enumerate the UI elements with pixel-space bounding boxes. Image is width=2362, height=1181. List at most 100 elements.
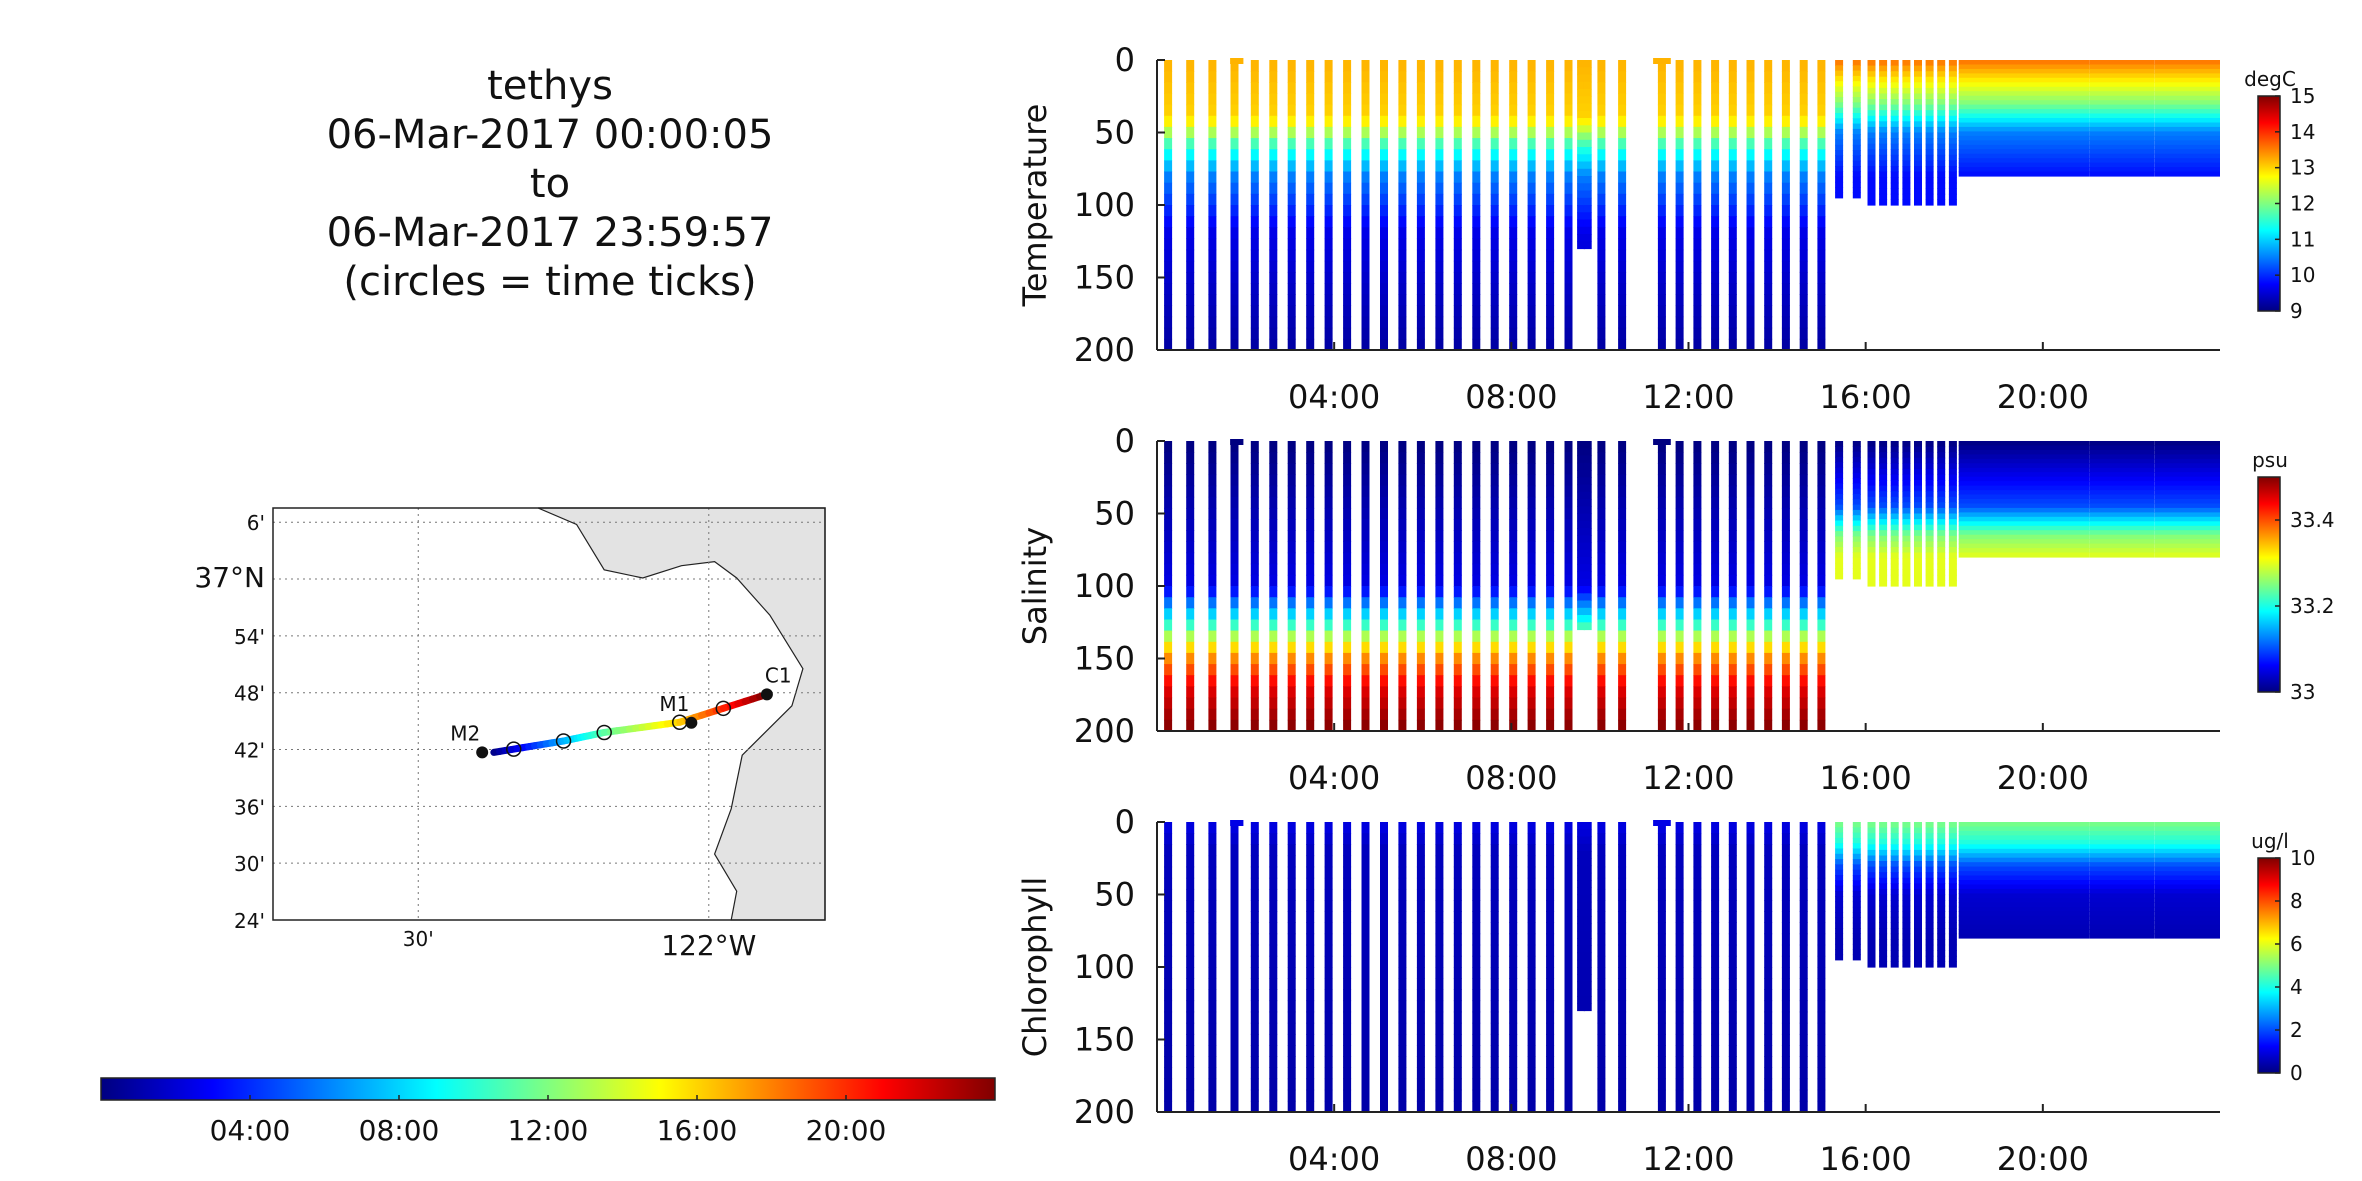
lat-tick-label: 30' bbox=[234, 852, 265, 876]
data-point bbox=[1781, 541, 1790, 554]
data-point bbox=[1398, 989, 1407, 1002]
data-point bbox=[1817, 530, 1826, 542]
data-point bbox=[1416, 474, 1425, 487]
data-point bbox=[1564, 205, 1573, 217]
data-point bbox=[1925, 580, 1934, 587]
data-point bbox=[1764, 530, 1773, 542]
data-point bbox=[1657, 866, 1666, 879]
data-point bbox=[1324, 833, 1333, 845]
data-point bbox=[1416, 844, 1425, 857]
data-point bbox=[1527, 888, 1536, 901]
data-point bbox=[1618, 574, 1627, 587]
data-point bbox=[1675, 552, 1684, 565]
data-point bbox=[1925, 838, 1934, 845]
data-point bbox=[1577, 110, 1586, 119]
data-point bbox=[1546, 71, 1555, 83]
data-point bbox=[1817, 249, 1826, 262]
data-point bbox=[1958, 848, 2024, 854]
data-point bbox=[1287, 1078, 1296, 1091]
data-point bbox=[1343, 833, 1352, 845]
data-point bbox=[1509, 608, 1518, 621]
data-point bbox=[1230, 630, 1239, 643]
data-point bbox=[1852, 187, 1861, 194]
data-point bbox=[1583, 822, 1592, 830]
data-point bbox=[2154, 893, 2220, 899]
data-point bbox=[1577, 125, 1586, 134]
data-point bbox=[1324, 697, 1333, 710]
data-point bbox=[1380, 238, 1388, 251]
data-point bbox=[1269, 697, 1278, 710]
data-point bbox=[1546, 1011, 1555, 1024]
data-point bbox=[1509, 900, 1518, 912]
data-point bbox=[2024, 835, 2090, 841]
data-point bbox=[1564, 227, 1573, 240]
data-point bbox=[1435, 474, 1444, 487]
data-point bbox=[1583, 81, 1592, 90]
data-point bbox=[1890, 166, 1899, 173]
data-point bbox=[1764, 193, 1773, 206]
data-point bbox=[1817, 327, 1826, 340]
data-point bbox=[1799, 193, 1808, 206]
data-point bbox=[2089, 113, 2155, 119]
data-point bbox=[1343, 485, 1352, 498]
data-point bbox=[1564, 115, 1573, 128]
data-point bbox=[1324, 316, 1333, 329]
data-point bbox=[1230, 496, 1239, 509]
data-point bbox=[1746, 574, 1755, 587]
data-point bbox=[1817, 719, 1826, 732]
data-point bbox=[1879, 916, 1888, 923]
data-point bbox=[1835, 922, 1844, 929]
data-point bbox=[1186, 60, 1195, 72]
data-point bbox=[1958, 472, 2024, 478]
data-point bbox=[2154, 929, 2220, 935]
data-point bbox=[1472, 1056, 1481, 1068]
data-point bbox=[1546, 597, 1555, 609]
data-point bbox=[1527, 574, 1536, 587]
data-point bbox=[1398, 586, 1407, 598]
data-point bbox=[1675, 1078, 1684, 1091]
data-point bbox=[1925, 452, 1934, 459]
data-point bbox=[1398, 1011, 1407, 1024]
data-point bbox=[1781, 205, 1790, 217]
data-point bbox=[1948, 849, 1957, 857]
data-point bbox=[1416, 271, 1425, 284]
data-point bbox=[1343, 138, 1352, 150]
data-point bbox=[1230, 697, 1239, 710]
data-point bbox=[1546, 507, 1555, 520]
data-point bbox=[1914, 441, 1922, 448]
data-point bbox=[1306, 608, 1315, 621]
data-point bbox=[1781, 160, 1790, 173]
data-point bbox=[1577, 945, 1586, 954]
data-point bbox=[1490, 844, 1499, 857]
data-point bbox=[1398, 126, 1407, 139]
data-point bbox=[1781, 271, 1790, 284]
data-point bbox=[1583, 477, 1592, 486]
data-point bbox=[1675, 944, 1684, 957]
data-point bbox=[1902, 60, 1911, 67]
data-point bbox=[1564, 866, 1573, 879]
data-point bbox=[1879, 121, 1888, 128]
data-point bbox=[1852, 869, 1861, 876]
data-point bbox=[1867, 574, 1876, 581]
data-point bbox=[1657, 608, 1666, 621]
data-point bbox=[1583, 513, 1592, 522]
data-point bbox=[1618, 1078, 1627, 1091]
data-point bbox=[1583, 557, 1592, 565]
data-point bbox=[1879, 872, 1888, 879]
data-point bbox=[1867, 844, 1876, 851]
data-point bbox=[1230, 171, 1239, 184]
data-point bbox=[1380, 541, 1388, 554]
data-point bbox=[1287, 675, 1296, 687]
data-point bbox=[1948, 171, 1957, 178]
data-point bbox=[1852, 160, 1861, 167]
data-point bbox=[1509, 719, 1518, 732]
data-point bbox=[1711, 719, 1720, 732]
data-point bbox=[1925, 883, 1934, 890]
data-point bbox=[1657, 316, 1666, 329]
data-point bbox=[1453, 216, 1462, 228]
data-point bbox=[1564, 822, 1573, 834]
data-point bbox=[1546, 541, 1555, 554]
data-point bbox=[1186, 71, 1195, 83]
data-point bbox=[1890, 580, 1899, 587]
data-point bbox=[1817, 955, 1826, 968]
